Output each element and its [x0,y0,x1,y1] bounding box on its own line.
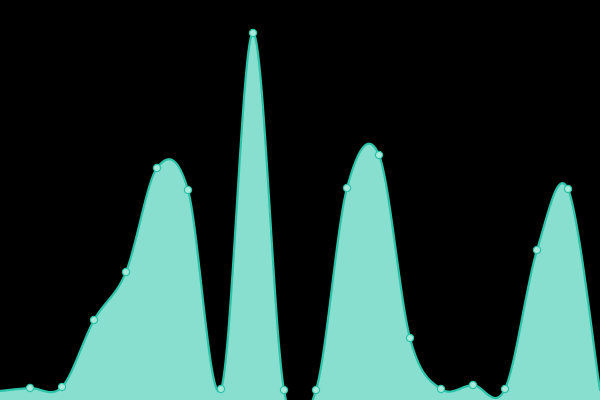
data-point-markers [25,28,573,395]
data-point-marker [57,382,67,392]
data-point-marker [89,315,99,325]
data-point-marker [374,150,384,160]
data-point-marker [436,384,446,394]
data-point-marker [121,267,131,277]
data-point-marker [468,380,478,390]
data-point-marker [25,383,35,393]
data-point-marker [563,184,573,194]
data-point-marker [405,333,415,343]
data-point-marker [532,245,542,255]
data-point-marker [279,385,289,395]
data-point-marker [342,183,352,193]
data-point-marker [152,163,162,173]
area-fill-path [0,33,600,400]
data-point-marker [248,28,258,38]
data-point-marker [311,385,321,395]
data-point-marker [500,384,510,394]
data-point-marker [183,185,193,195]
data-point-marker [216,384,226,394]
